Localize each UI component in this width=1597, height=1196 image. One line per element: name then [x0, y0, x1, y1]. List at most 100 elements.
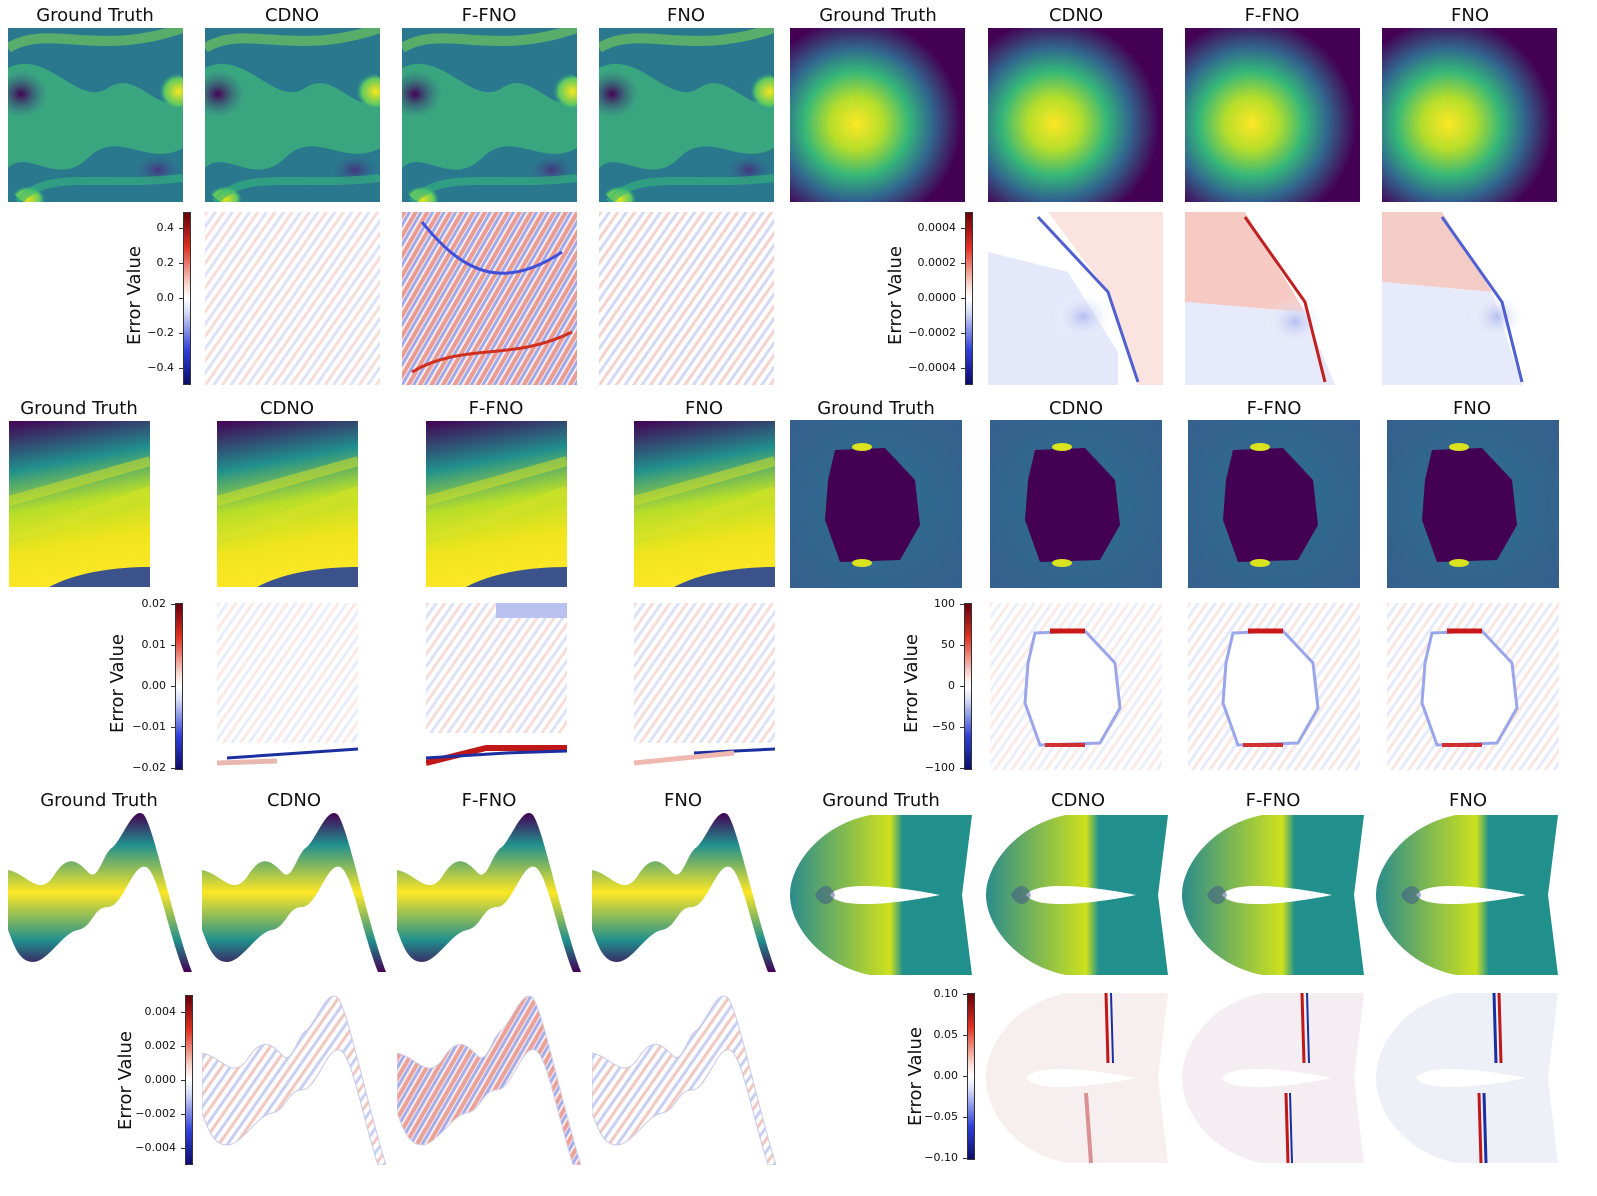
field-wedge-gt: [9, 421, 150, 587]
title-gt-r2-right: Ground Truth: [817, 398, 935, 419]
tick: −0.01: [110, 721, 175, 733]
tick: −0.02: [110, 762, 175, 774]
tick: −0.05: [902, 1111, 967, 1123]
field-diffusion-gt: [790, 28, 965, 202]
field-turbulence-ffno: [402, 28, 577, 202]
error-diffusion-cdno: [988, 212, 1163, 385]
field-pipe-cdno: [202, 812, 386, 972]
title-ffno-r2-left: F-FNO: [468, 398, 524, 419]
title-fno-r3-right: FNO: [1449, 790, 1487, 811]
title-fno-r1-right: FNO: [1451, 5, 1489, 26]
tick: −0.2: [118, 327, 183, 339]
field-airfoil-cdno: [986, 815, 1168, 975]
title-gt-r1-left: Ground Truth: [36, 5, 154, 26]
error-cylinder-cdno: [990, 603, 1162, 770]
tick: 0.01: [110, 639, 175, 651]
title-fno-r2-left: FNO: [685, 398, 723, 419]
tick: −0.4: [118, 362, 183, 374]
colorbar-r2-left: [175, 603, 183, 770]
colorbar-r1-right: [965, 212, 973, 385]
error-cylinder-ffno: [1188, 603, 1360, 770]
title-cdno-r1-left: CDNO: [264, 5, 320, 26]
title-ffno-r3-right: F-FNO: [1245, 790, 1301, 811]
tick: 0: [899, 680, 964, 692]
title-gt-r3-right: Ground Truth: [822, 790, 940, 811]
colorbar-r1-left: [183, 212, 191, 385]
title-ffno-r1-left: F-FNO: [461, 5, 517, 26]
field-airfoil-gt: [790, 815, 972, 975]
error-turbulence-fno: [599, 212, 774, 385]
title-cdno-r1-right: CDNO: [1048, 5, 1104, 26]
tick: 0.00: [902, 1070, 967, 1082]
tick: 0.4: [118, 222, 183, 234]
field-diffusion-fno: [1382, 28, 1557, 202]
title-cdno-r2-right: CDNO: [1048, 398, 1104, 419]
tick: 0.02: [110, 598, 175, 610]
field-diffusion-ffno: [1185, 28, 1360, 202]
field-wedge-ffno: [426, 421, 567, 587]
tick: −50: [899, 721, 964, 733]
tick: 0.0000: [900, 292, 965, 304]
field-pipe-fno: [592, 812, 776, 972]
title-ffno-r2-right: F-FNO: [1246, 398, 1302, 419]
error-airfoil-fno: [1376, 993, 1558, 1163]
error-wedge-cdno: [217, 603, 358, 770]
title-fno-r3-left: FNO: [664, 790, 702, 811]
error-pipe-cdno: [202, 995, 386, 1165]
title-gt-r3-left: Ground Truth: [40, 790, 158, 811]
error-diffusion-fno: [1382, 212, 1557, 385]
colorbar-r2-right: [964, 603, 972, 770]
tick: −0.0004: [900, 362, 965, 374]
title-fno-r1-left: FNO: [667, 5, 705, 26]
colorbar-r3-right: [967, 993, 975, 1160]
field-diffusion-cdno: [988, 28, 1163, 202]
error-wedge-ffno: [426, 603, 567, 770]
field-turbulence-fno: [599, 28, 774, 202]
tick: 0.2: [118, 257, 183, 269]
error-diffusion-ffno: [1185, 212, 1360, 385]
tick: 0.0002: [900, 257, 965, 269]
error-cylinder-fno: [1387, 603, 1559, 770]
title-ffno-r3-left: F-FNO: [461, 790, 517, 811]
tick: 0.004: [120, 1006, 185, 1018]
field-airfoil-ffno: [1182, 815, 1364, 975]
error-airfoil-cdno: [986, 993, 1168, 1163]
field-pipe-gt: [8, 812, 192, 972]
title-ffno-r1-right: F-FNO: [1244, 5, 1300, 26]
tick: −100: [899, 762, 964, 774]
tick: −0.004: [120, 1142, 185, 1154]
tick: −0.002: [120, 1108, 185, 1120]
error-pipe-ffno: [397, 995, 581, 1165]
field-turbulence-gt: [8, 28, 183, 202]
title-gt-r1-right: Ground Truth: [819, 5, 937, 26]
title-gt-r2-left: Ground Truth: [20, 398, 138, 419]
field-airfoil-fno: [1376, 815, 1558, 975]
title-fno-r2-right: FNO: [1453, 398, 1491, 419]
field-pipe-ffno: [397, 812, 581, 972]
tick: −0.0002: [900, 327, 965, 339]
field-cylinder-gt: [790, 420, 962, 588]
tick: 0.002: [120, 1040, 185, 1052]
tick: 0.0004: [900, 222, 965, 234]
tick: −0.10: [902, 1152, 967, 1164]
field-cylinder-cdno: [990, 420, 1162, 588]
title-cdno-r2-left: CDNO: [259, 398, 315, 419]
tick: 0.00: [110, 680, 175, 692]
error-turbulence-ffno: [402, 212, 577, 385]
field-cylinder-fno: [1387, 420, 1559, 588]
field-turbulence-cdno: [205, 28, 380, 202]
title-cdno-r3-right: CDNO: [1050, 790, 1106, 811]
error-turbulence-cdno: [205, 212, 380, 385]
field-wedge-fno: [634, 421, 775, 587]
error-airfoil-ffno: [1182, 993, 1364, 1163]
field-cylinder-ffno: [1188, 420, 1360, 588]
tick: 0.05: [902, 1029, 967, 1041]
tick: 0.0: [118, 292, 183, 304]
tick: 0.000: [120, 1074, 185, 1086]
colorbar-r3-left: [185, 995, 193, 1165]
error-pipe-fno: [592, 995, 776, 1165]
field-wedge-cdno: [217, 421, 358, 587]
title-cdno-r3-left: CDNO: [266, 790, 322, 811]
tick: 50: [899, 639, 964, 651]
tick: 0.10: [902, 988, 967, 1000]
